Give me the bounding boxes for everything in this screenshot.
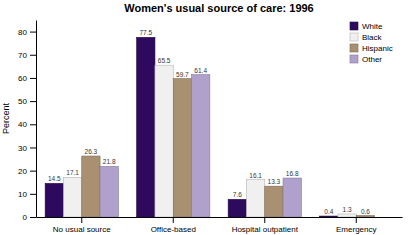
x-axis: No usual source Office-based Hospital outp…	[37, 217, 403, 234]
bar	[192, 75, 210, 217]
y-tick-mark	[30, 55, 36, 56]
x-tick: Hospital outpatient	[232, 217, 299, 234]
title: Women's usual source of care: 1996	[124, 2, 314, 14]
data-label: 0.4	[324, 208, 333, 215]
legend-swatch	[350, 33, 358, 41]
bar	[228, 199, 246, 217]
legend-swatch	[350, 22, 358, 30]
x-tick: Emergency	[336, 217, 376, 234]
x-tick: Office-based	[151, 217, 196, 234]
legend-label: Other	[362, 55, 382, 64]
y-tick: 40	[18, 120, 36, 129]
bar	[283, 178, 301, 217]
legend-item: White	[350, 22, 383, 31]
data-label: 14.5	[48, 175, 61, 182]
legend: White Black Hispanic Other	[350, 22, 393, 64]
y-tick-mark	[30, 217, 36, 218]
data-label: 0.6	[361, 208, 370, 215]
bar	[155, 65, 173, 217]
y-tick-label: 10	[18, 190, 27, 199]
x-tick-label: Emergency	[336, 225, 376, 234]
y-tick: 0	[23, 213, 36, 222]
bar	[100, 166, 118, 217]
data-label: 17.1	[66, 169, 79, 176]
data-labels: 14.5 77.5 7.6 0.4 17.1 65.5 16.1 1.3 26.3 59.7 13.…	[48, 29, 370, 215]
bar	[320, 216, 338, 217]
y-tick: 80	[18, 28, 36, 37]
y-tick-label: 70	[18, 51, 27, 60]
data-label: 59.7	[176, 71, 189, 78]
data-label: 1.3	[343, 206, 352, 213]
legend-swatch	[350, 44, 358, 52]
y-tick: 70	[18, 51, 36, 60]
chart: Women's usual source of care: 1996 Percen…	[0, 0, 408, 235]
y-axis: 0 10 20 30 40 50 60 70 80	[18, 21, 36, 223]
y-tick: 60	[18, 74, 36, 83]
y-tick-label: 30	[18, 144, 27, 153]
legend-item: Other	[350, 55, 382, 64]
y-tick-mark	[30, 78, 36, 79]
bar	[45, 183, 63, 217]
bar	[338, 214, 356, 217]
y-tick: 20	[18, 167, 36, 176]
legend-label: Hispanic	[362, 44, 393, 53]
y-tick-label: 40	[18, 120, 27, 129]
bar	[265, 186, 283, 217]
data-label: 13.3	[268, 178, 281, 185]
legend-item: Black	[350, 33, 383, 42]
legend-item: Hispanic	[350, 44, 393, 53]
y-axis-title: Percent	[1, 102, 11, 134]
y-tick: 50	[18, 97, 36, 106]
legend-label: White	[362, 22, 383, 31]
bar	[137, 37, 155, 217]
y-tick: 30	[18, 144, 36, 153]
y-tick-mark	[30, 171, 36, 172]
data-label: 26.3	[85, 148, 98, 155]
x-tick-mark	[264, 217, 265, 223]
y-tick: 10	[18, 190, 36, 199]
y-tick-mark	[30, 147, 36, 148]
x-tick-mark	[356, 217, 357, 223]
bar	[375, 217, 393, 218]
x-tick-mark	[81, 217, 82, 223]
x-tick-label: Hospital outpatient	[232, 225, 299, 234]
data-label: 7.6	[233, 191, 242, 198]
x-tick: No usual source	[53, 217, 111, 234]
data-label: 16.8	[286, 170, 299, 177]
y-tick-label: 80	[18, 28, 27, 37]
y-tick-label: 20	[18, 167, 27, 176]
bar	[356, 216, 374, 217]
y-tick-mark	[30, 32, 36, 33]
y-tick-label: 0	[23, 213, 28, 222]
data-label: 21.8	[103, 158, 116, 165]
x-axis-line	[37, 217, 403, 218]
bar	[246, 180, 264, 217]
y-tick-mark	[30, 101, 36, 102]
x-tick-label: Office-based	[151, 225, 196, 234]
y-tick-label: 60	[18, 74, 27, 83]
legend-swatch	[350, 55, 358, 63]
legend-label: Black	[362, 33, 383, 42]
bar	[63, 177, 81, 217]
data-label: 16.1	[249, 172, 262, 179]
data-label: 61.4	[194, 67, 207, 74]
data-label: 77.5	[139, 29, 152, 36]
x-tick-label: No usual source	[53, 225, 111, 234]
bars	[45, 37, 374, 217]
y-tick-mark	[30, 124, 36, 125]
y-tick-mark	[30, 194, 36, 195]
bar	[173, 79, 191, 217]
data-label: 65.5	[158, 57, 171, 64]
y-tick-label: 50	[18, 97, 27, 106]
bar	[82, 156, 100, 217]
x-tick-mark	[173, 217, 174, 223]
y-axis-line	[36, 21, 37, 218]
